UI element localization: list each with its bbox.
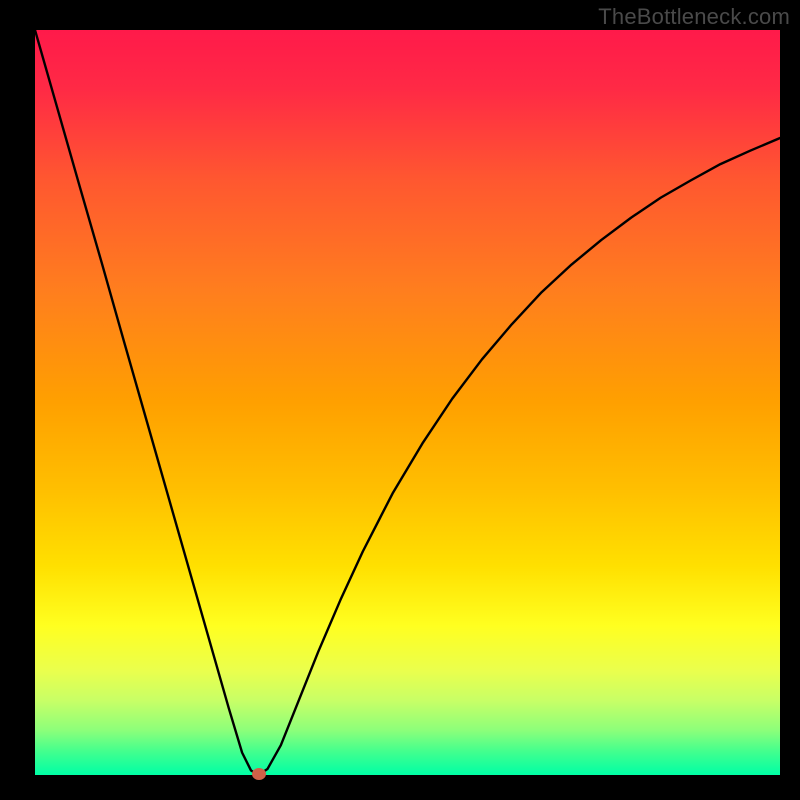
- chart-root: { "watermark": { "text": "TheBottleneck.…: [0, 0, 800, 800]
- bottleneck-curve: [35, 30, 780, 775]
- optimum-marker: [252, 768, 266, 780]
- plot-area: [35, 30, 780, 775]
- watermark-text: TheBottleneck.com: [598, 4, 790, 30]
- curve-svg: [35, 30, 780, 775]
